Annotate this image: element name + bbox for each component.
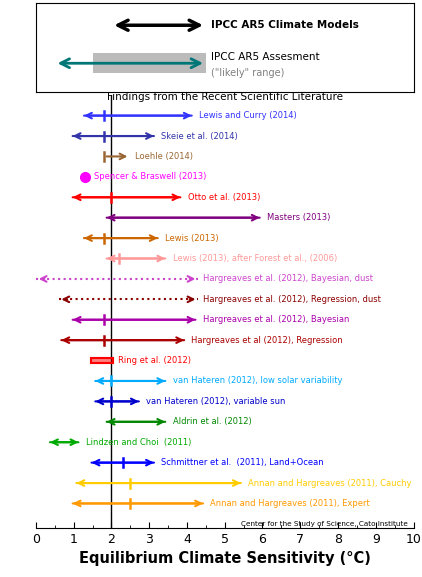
Text: Lindzen and Choi  (2011): Lindzen and Choi (2011) (86, 438, 191, 447)
Text: Lewis (2013): Lewis (2013) (165, 234, 219, 242)
Text: Center for the Study of Science, Cato Institute: Center for the Study of Science, Cato In… (241, 521, 408, 527)
Text: Hargreaves et al. (2012), Bayesian, dust: Hargreaves et al. (2012), Bayesian, dust (203, 275, 373, 283)
Text: Schmittner et al.  (2011), Land+Ocean: Schmittner et al. (2011), Land+Ocean (161, 458, 324, 467)
Bar (92, 54, 206, 73)
Text: Aldrin et al. (2012): Aldrin et al. (2012) (173, 417, 252, 426)
Text: Masters (2013): Masters (2013) (267, 213, 330, 222)
Bar (91, 358, 113, 364)
Text: Lewis and Curry (2014): Lewis and Curry (2014) (199, 111, 297, 120)
Text: Otto et al. (2013): Otto et al. (2013) (188, 193, 260, 202)
Text: Lewis (2013), after Forest et al., (2006): Lewis (2013), after Forest et al., (2006… (173, 254, 337, 263)
Text: Loehle (2014): Loehle (2014) (135, 152, 193, 161)
Text: Hargreaves et al (2012), Regression: Hargreaves et al (2012), Regression (192, 336, 343, 344)
X-axis label: Equilibrium Climate Sensitivity (°C): Equilibrium Climate Sensitivity (°C) (79, 552, 371, 567)
Text: Annan and Hargreaves (2011), Expert: Annan and Hargreaves (2011), Expert (210, 499, 370, 508)
Text: ("likely" range): ("likely" range) (211, 68, 285, 78)
Text: Findings from the Recent Scientific Literature: Findings from the Recent Scientific Lite… (107, 92, 343, 102)
Text: IPCC AR5 Climate Models: IPCC AR5 Climate Models (211, 20, 360, 30)
Text: Ring et al. (2012): Ring et al. (2012) (118, 356, 191, 365)
Bar (91, 358, 113, 364)
Text: Skeie et al. (2014): Skeie et al. (2014) (161, 132, 238, 141)
Text: van Hateren (2012), low solar variability: van Hateren (2012), low solar variabilit… (173, 376, 342, 385)
Text: Annan and Hargreaves (2011), Cauchy: Annan and Hargreaves (2011), Cauchy (248, 478, 411, 488)
Text: Spencer & Braswell (2013): Spencer & Braswell (2013) (95, 173, 207, 181)
Text: Hargreaves et al. (2012), Bayesian: Hargreaves et al. (2012), Bayesian (203, 315, 349, 324)
Text: Hargreaves et al. (2012), Regression, dust: Hargreaves et al. (2012), Regression, du… (203, 295, 381, 304)
Text: van Hateren (2012), variable sun: van Hateren (2012), variable sun (146, 397, 286, 406)
Text: IPCC AR5 Assesment: IPCC AR5 Assesment (211, 51, 320, 62)
